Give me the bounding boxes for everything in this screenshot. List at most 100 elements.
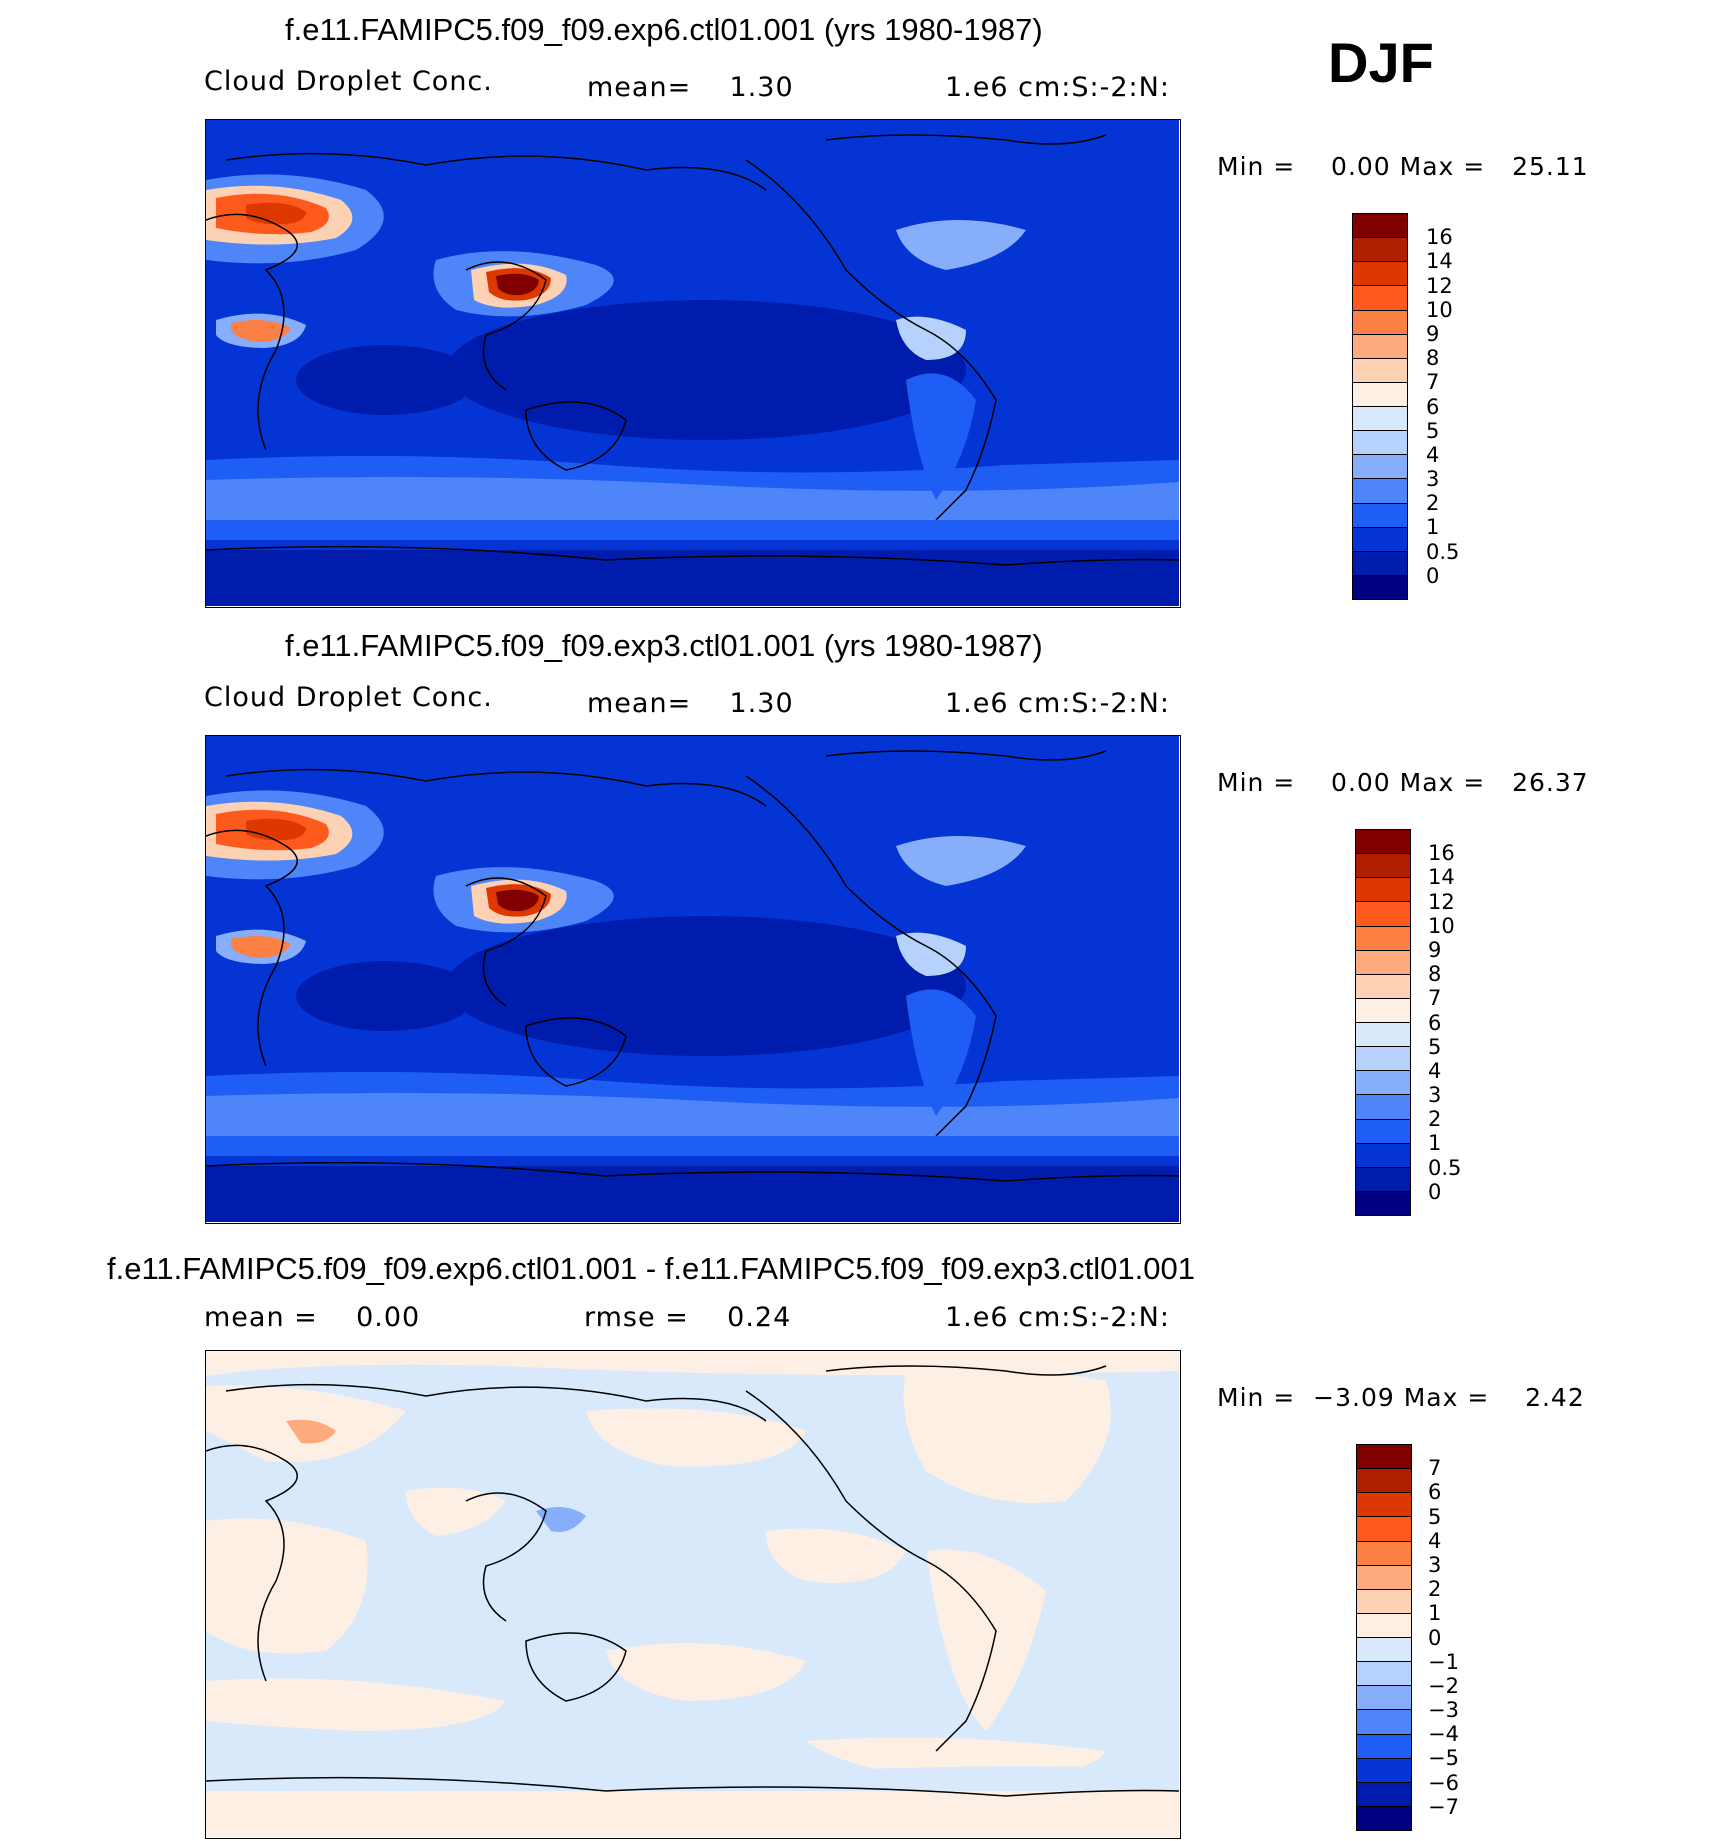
colorbar-segment: [1357, 1757, 1411, 1782]
colorbar-segment: [1353, 478, 1407, 503]
colorbar-tick-label: 10: [1426, 297, 1453, 322]
season-label: DJF: [1328, 31, 1434, 94]
colorbar-segment: [1356, 901, 1410, 926]
colorbar-tick-label: −3: [1428, 1698, 1459, 1723]
colorbar-segment: [1357, 1637, 1411, 1662]
panel-2-map: [205, 735, 1181, 1224]
colorbar-tick-label: −5: [1428, 1746, 1459, 1771]
colorbar-tick-label: 0.5: [1428, 1155, 1462, 1180]
colorbar-segment: [1357, 1564, 1411, 1589]
colorbar-segment: [1353, 333, 1407, 358]
panel-3-units: 1.e6 cm:S:-2:N:: [945, 1302, 1170, 1333]
colorbar-segment: [1357, 1805, 1411, 1830]
panel-1-mean: mean= 1.30: [587, 72, 794, 103]
panel-2-colorbar: [1355, 829, 1411, 1216]
colorbar-tick-label: 5: [1426, 418, 1440, 443]
colorbar-segment: [1356, 925, 1410, 950]
colorbar-segment: [1357, 1661, 1411, 1686]
colorbar-segment: [1353, 214, 1407, 238]
colorbar-tick-label: −2: [1428, 1673, 1459, 1698]
colorbar-tick-label: 1: [1428, 1131, 1442, 1156]
colorbar-tick-label: 7: [1426, 370, 1440, 395]
panel-3-minmax: Min = −3.09 Max = 2.42: [1217, 1383, 1585, 1412]
colorbar-segment: [1356, 853, 1410, 878]
panel-3-colorbar: [1356, 1444, 1412, 1831]
colorbar-tick-label: 5: [1428, 1034, 1442, 1059]
panel-1-units: 1.e6 cm:S:-2:N:: [945, 72, 1170, 103]
colorbar-segment: [1353, 406, 1407, 431]
colorbar-tick-label: 5: [1428, 1504, 1442, 1529]
panel-2-minmax: Min = 0.00 Max = 26.37: [1217, 768, 1589, 797]
panel-3-map-svg: [206, 1351, 1179, 1837]
colorbar-tick-label: 6: [1426, 394, 1440, 419]
colorbar-tick-label: 8: [1426, 346, 1440, 371]
colorbar-segment: [1356, 1022, 1410, 1047]
colorbar-segment: [1356, 1094, 1410, 1119]
colorbar-tick-label: 4: [1428, 1058, 1442, 1083]
colorbar-segment: [1353, 502, 1407, 527]
panel-1-colorbar: [1352, 213, 1408, 600]
panel-1-field-name: Cloud Droplet Conc.: [204, 66, 493, 97]
colorbar-segment: [1356, 1070, 1410, 1095]
colorbar-segment: [1356, 997, 1410, 1022]
colorbar-segment: [1357, 1781, 1411, 1806]
colorbar-segment: [1353, 237, 1407, 262]
colorbar-tick-label: 1: [1426, 515, 1440, 540]
colorbar-segment: [1356, 1166, 1410, 1191]
colorbar-tick-label: 0.5: [1426, 539, 1460, 564]
colorbar-segment: [1356, 949, 1410, 974]
colorbar-segment: [1357, 1709, 1411, 1734]
colorbar-tick-label: 2: [1428, 1107, 1442, 1132]
colorbar-segment: [1357, 1588, 1411, 1613]
colorbar-tick-label: 14: [1426, 249, 1453, 274]
colorbar-tick-label: 14: [1428, 865, 1455, 890]
panel-1-title: f.e11.FAMIPC5.f09_f09.exp6.ctl01.001 (yr…: [285, 12, 1043, 47]
colorbar-segment: [1356, 1046, 1410, 1071]
colorbar-segment: [1353, 430, 1407, 455]
colorbar-tick-label: 4: [1426, 442, 1440, 467]
panel-2-title: f.e11.FAMIPC5.f09_f09.exp3.ctl01.001 (yr…: [285, 628, 1043, 663]
colorbar-tick-label: 12: [1428, 889, 1455, 914]
colorbar-tick-label: 1: [1428, 1601, 1442, 1626]
colorbar-segment: [1357, 1445, 1411, 1469]
colorbar-tick-label: 6: [1428, 1010, 1442, 1035]
colorbar-segment: [1353, 550, 1407, 575]
colorbar-tick-label: 3: [1428, 1552, 1442, 1577]
panel-1-minmax: Min = 0.00 Max = 25.11: [1217, 152, 1589, 181]
colorbar-tick-label: 16: [1428, 841, 1455, 866]
colorbar-tick-label: 3: [1426, 467, 1440, 492]
colorbar-segment: [1356, 973, 1410, 998]
colorbar-tick-label: 0: [1426, 563, 1440, 588]
panel-3-rmse: rmse = 0.24: [584, 1302, 792, 1333]
colorbar-segment: [1353, 309, 1407, 334]
colorbar-tick-label: 9: [1426, 321, 1440, 346]
colorbar-tick-label: 0: [1428, 1179, 1442, 1204]
colorbar-tick-label: 16: [1426, 225, 1453, 250]
colorbar-tick-label: 9: [1428, 937, 1442, 962]
colorbar-tick-label: −4: [1428, 1722, 1459, 1747]
colorbar-segment: [1353, 285, 1407, 310]
panel-2-map-svg: [206, 736, 1179, 1222]
panel-3-colorbar-labels: 7 6 5 4 3 2 1 0 −1 −2 −3 −4 −5 −6 −7: [1428, 1444, 1488, 1831]
colorbar-segment: [1357, 1733, 1411, 1758]
colorbar-tick-label: 4: [1428, 1528, 1442, 1553]
colorbar-tick-label: 7: [1428, 986, 1442, 1011]
colorbar-tick-label: −7: [1428, 1794, 1459, 1819]
colorbar-segment: [1356, 830, 1410, 854]
panel-3-title: f.e11.FAMIPC5.f09_f09.exp6.ctl01.001 - f…: [107, 1251, 1195, 1286]
colorbar-tick-label: −6: [1428, 1770, 1459, 1795]
colorbar-segment: [1357, 1492, 1411, 1517]
panel-2-colorbar-labels: 16 14 12 10 9 8 7 6 5 4 3 2 1 0.5 0: [1428, 829, 1488, 1216]
colorbar-segment: [1357, 1516, 1411, 1541]
colorbar-segment: [1356, 1118, 1410, 1143]
panel-3-map: [205, 1350, 1181, 1839]
colorbar-segment: [1356, 1190, 1410, 1215]
colorbar-segment: [1353, 261, 1407, 286]
panel-1-colorbar-labels: 16 14 12 10 9 8 7 6 5 4 3 2 1 0.5 0: [1426, 213, 1486, 600]
colorbar-tick-label: 8: [1428, 962, 1442, 987]
colorbar-tick-label: 7: [1428, 1456, 1442, 1481]
colorbar-tick-label: 2: [1426, 491, 1440, 516]
panel-2-mean: mean= 1.30: [587, 688, 794, 719]
colorbar-segment: [1356, 877, 1410, 902]
colorbar-tick-label: −1: [1428, 1649, 1459, 1674]
